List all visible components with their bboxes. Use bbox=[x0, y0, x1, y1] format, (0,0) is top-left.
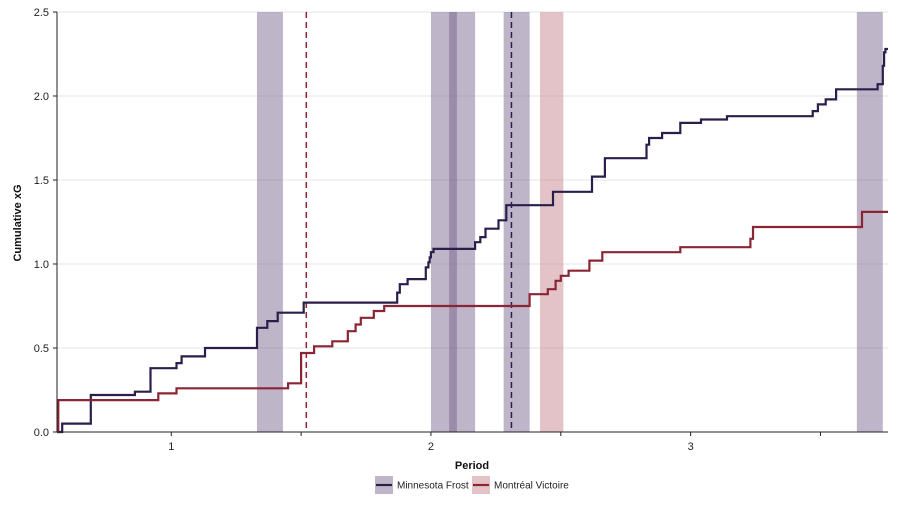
event-lines bbox=[305, 12, 513, 432]
series-line-montr-al-victoire bbox=[57, 210, 888, 434]
x-tick-label: 1 bbox=[168, 441, 174, 453]
series-line-minnesota-frost bbox=[57, 47, 888, 434]
y-tick-label: 2.0 bbox=[34, 91, 49, 103]
series-lines bbox=[57, 47, 888, 434]
highlight-band bbox=[256, 12, 283, 432]
highlight-band bbox=[856, 12, 883, 432]
y-tick-label: 0.5 bbox=[34, 343, 49, 355]
x-tick-label: 3 bbox=[688, 441, 694, 453]
y-axis-title: Cumulative xG bbox=[12, 184, 24, 261]
x-tick-label: 2 bbox=[428, 441, 434, 453]
legend: Minnesota Frost Montréal Victoire bbox=[375, 476, 569, 494]
y-tick-label: 1.0 bbox=[34, 259, 49, 271]
y-tick-label: 0.0 bbox=[34, 427, 49, 439]
highlight-band bbox=[449, 12, 457, 432]
x-axis-title: Period bbox=[455, 460, 489, 472]
highlight-bands bbox=[256, 12, 883, 432]
highlight-band bbox=[540, 12, 564, 432]
y-tick-label: 2.5 bbox=[34, 7, 49, 19]
y-tick-label: 1.5 bbox=[34, 175, 49, 187]
highlight-band bbox=[430, 12, 476, 432]
axes: 0.0 0.5 1.0 1.5 2.0 2.5 1 2 3 bbox=[34, 7, 888, 453]
legend-label: Montréal Victoire bbox=[494, 481, 569, 492]
legend-label: Minnesota Frost bbox=[397, 481, 469, 492]
legend-item: Montréal Victoire bbox=[472, 476, 569, 494]
highlight-band bbox=[503, 12, 530, 432]
legend-item: Minnesota Frost bbox=[375, 476, 469, 494]
grid-layer bbox=[57, 11, 888, 349]
